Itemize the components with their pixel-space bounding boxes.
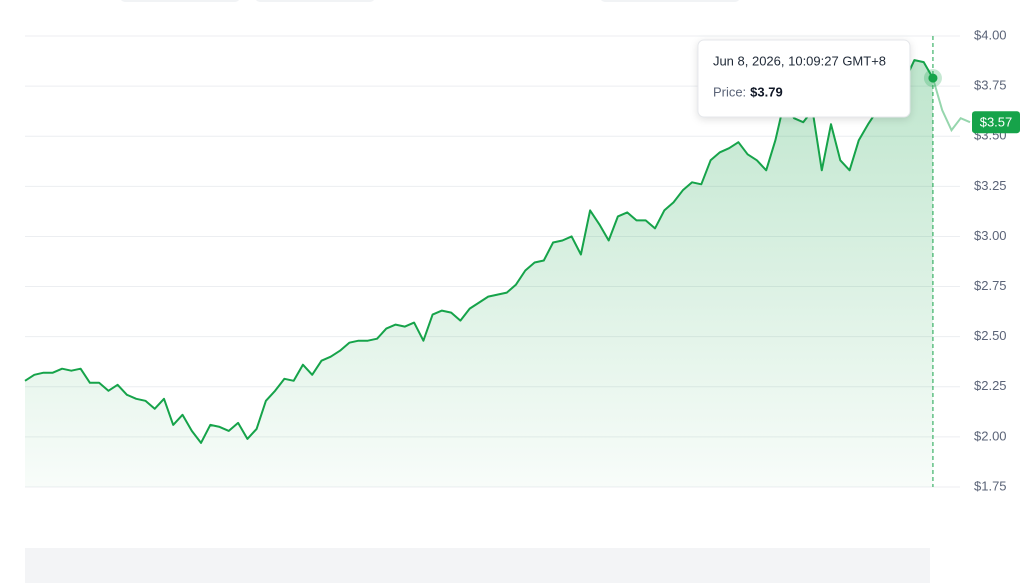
tooltip-label: Price: — [713, 84, 746, 99]
tooltip-date: Jun 8, 2026, 10:09:27 GMT+8 — [713, 53, 886, 68]
tooltip-value: $3.79 — [750, 84, 783, 99]
y-tick-label: $2.00 — [974, 428, 1007, 443]
y-tick-label: $2.50 — [974, 328, 1007, 343]
y-tick-label: $2.25 — [974, 378, 1007, 393]
volume-strip — [25, 548, 930, 583]
tab-button[interactable] — [120, 0, 240, 2]
last-price-tag — [972, 111, 1020, 134]
y-tick-label: $2.75 — [974, 278, 1007, 293]
tab-button[interactable] — [600, 0, 740, 2]
y-tick-label: $4.00 — [974, 27, 1007, 42]
y-tick-label: $3.00 — [974, 228, 1007, 243]
hover-point — [928, 73, 938, 83]
area-fill — [25, 60, 933, 487]
y-tick-label: $3.25 — [974, 178, 1007, 193]
price-line-faded — [931, 77, 971, 133]
y-tick-label: $3.75 — [974, 78, 1007, 93]
last-price-label: $3.57 — [980, 115, 1013, 130]
tooltip-box — [697, 39, 911, 118]
tab-button[interactable] — [255, 0, 375, 2]
y-tick-label: $1.75 — [974, 478, 1007, 493]
